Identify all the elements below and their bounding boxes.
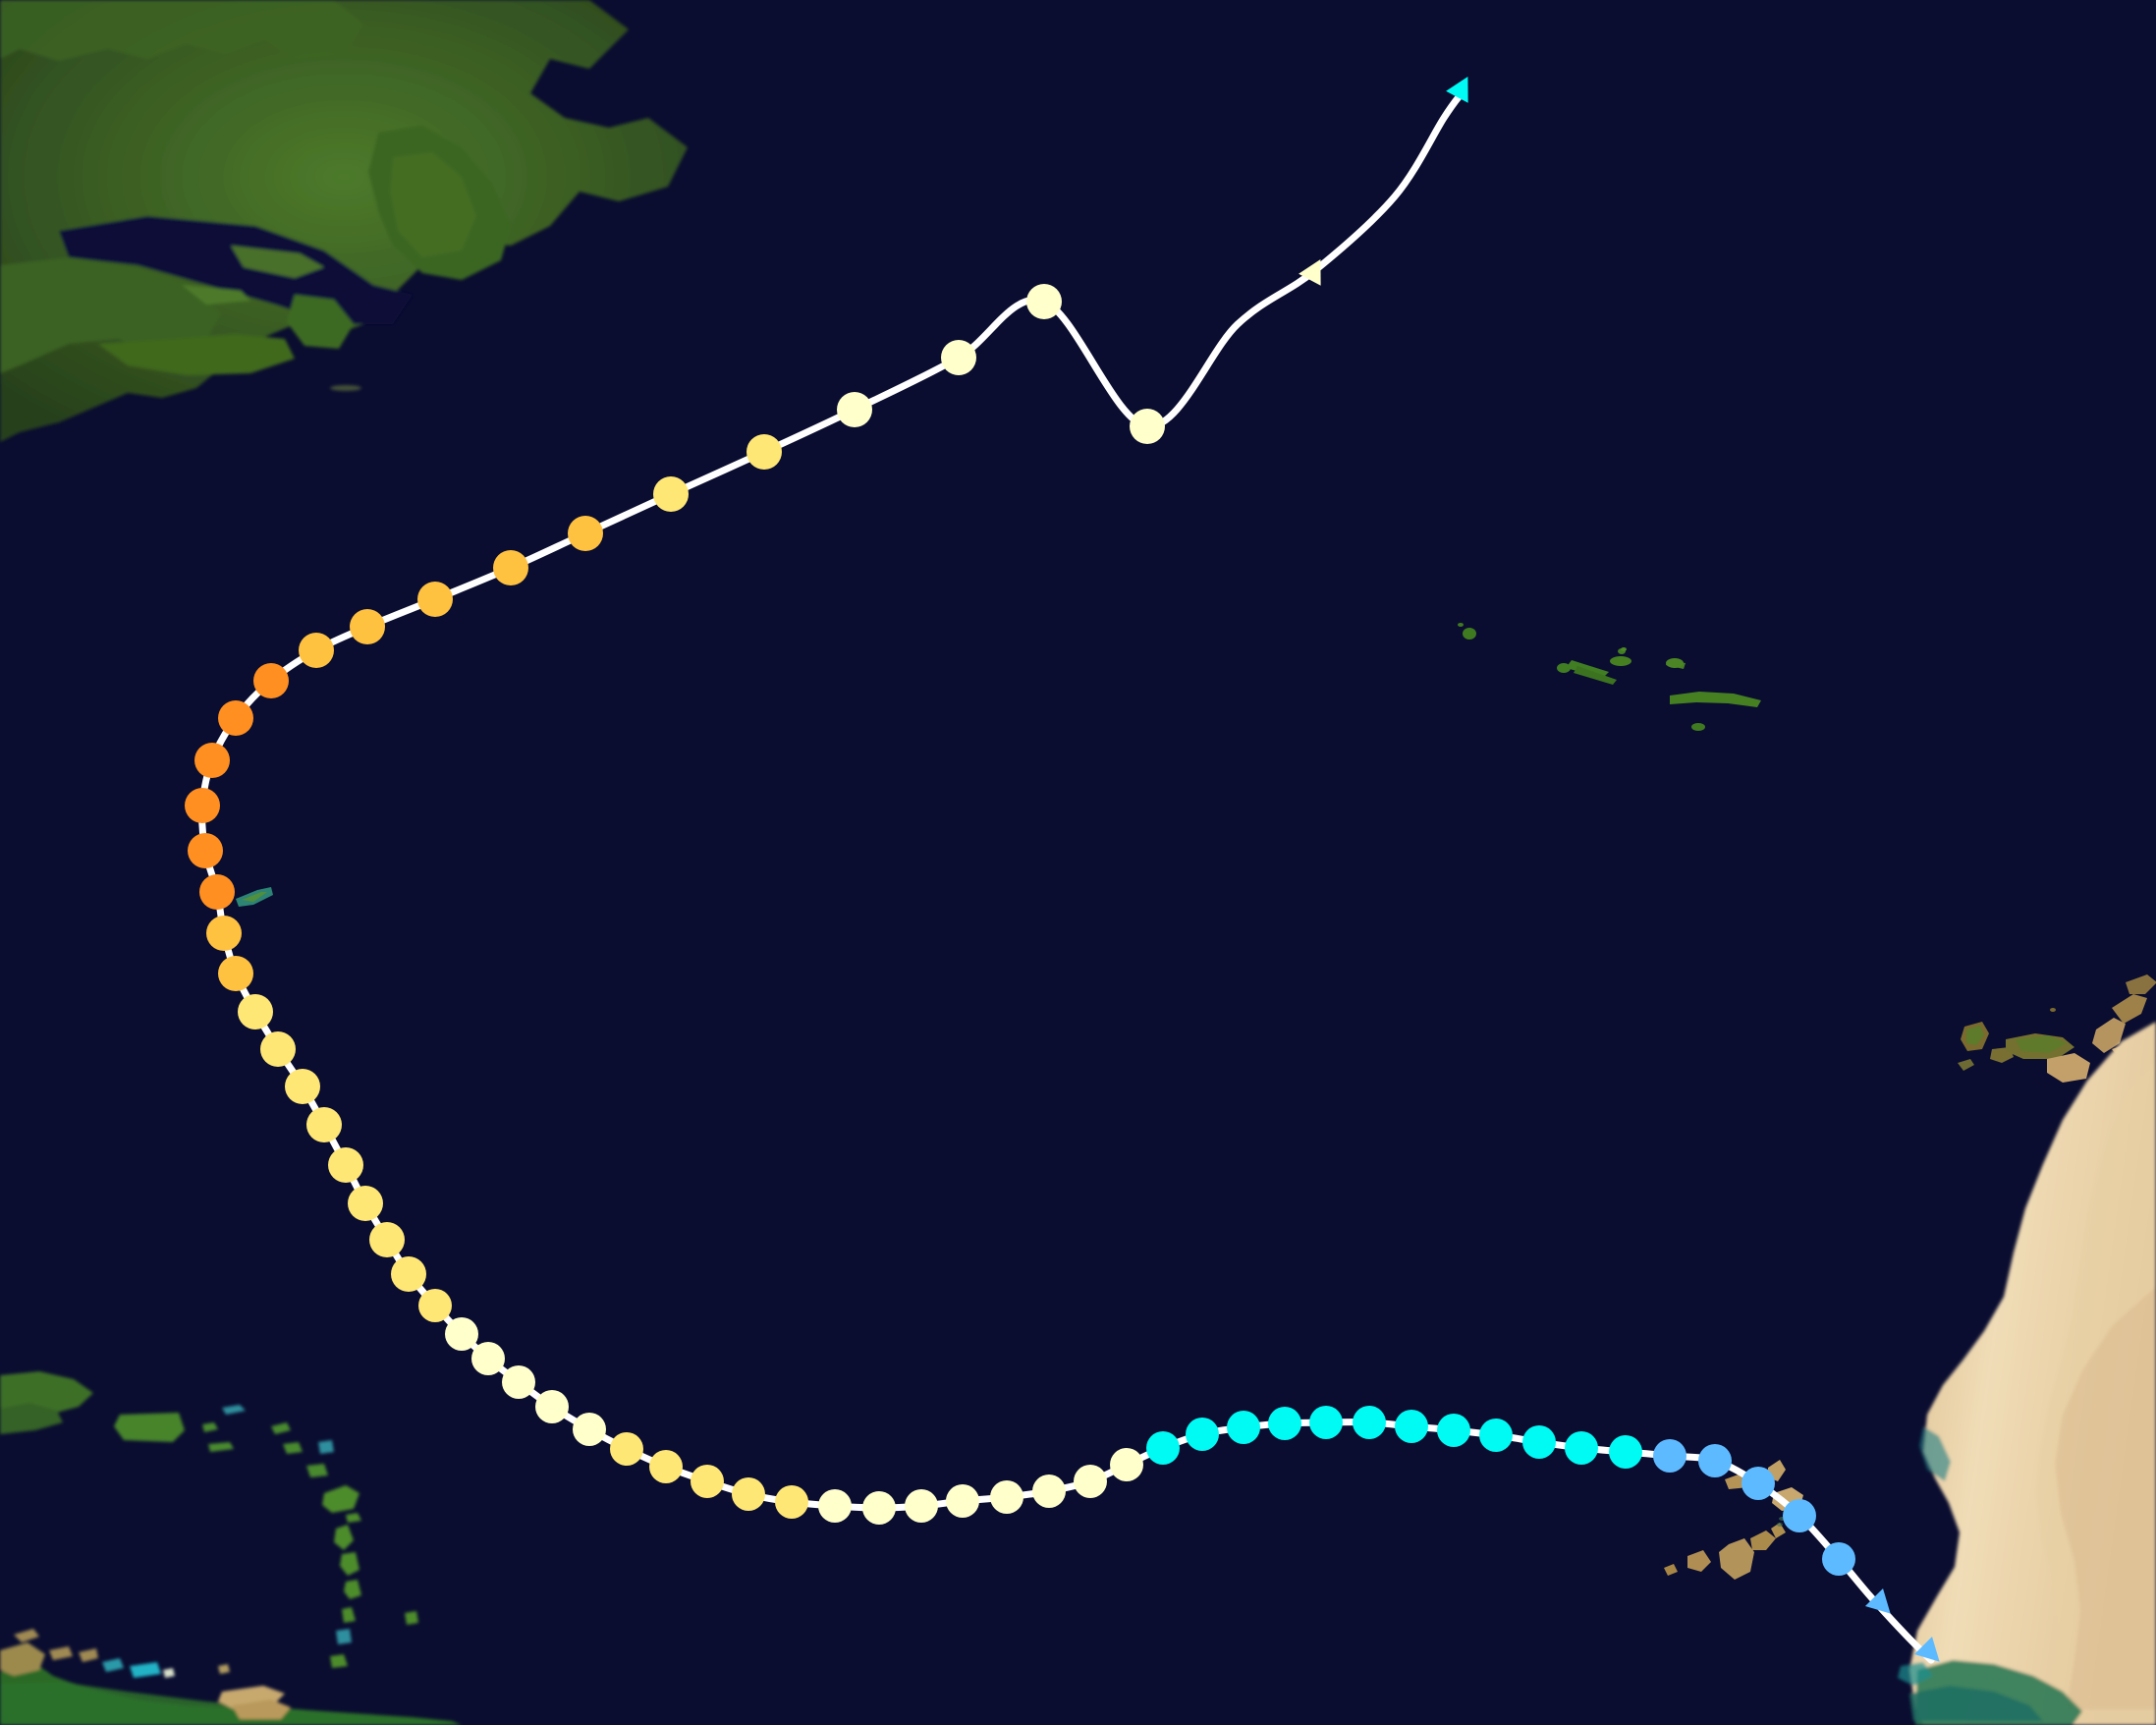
track-point-marker-circle[interactable] — [493, 550, 528, 585]
north-america-landmass — [0, 0, 688, 442]
track-point-marker-circle[interactable] — [1609, 1435, 1642, 1469]
track-point-marker-circle[interactable] — [218, 956, 253, 991]
track-point-marker-circle[interactable] — [1146, 1431, 1180, 1465]
west-africa-landmass — [1898, 1022, 2156, 1725]
track-point-marker-circle[interactable] — [417, 582, 453, 617]
track-point-marker-circle[interactable] — [818, 1489, 852, 1523]
track-point-marker-circle[interactable] — [568, 516, 603, 551]
track-point-marker-circle[interactable] — [1227, 1411, 1260, 1444]
azores-archipelago — [1458, 623, 1761, 731]
track-point-marker-circle[interactable] — [1741, 1467, 1775, 1500]
track-point-marker-circle[interactable] — [238, 994, 273, 1029]
track-point-marker-circle[interactable] — [1032, 1475, 1066, 1508]
track-point-marker-triangle[interactable] — [1299, 253, 1332, 286]
track-point-marker-circle[interactable] — [653, 476, 689, 512]
track-point-marker-circle[interactable] — [253, 663, 289, 698]
track-point-marker-circle[interactable] — [1698, 1444, 1732, 1477]
track-point-marker-circle[interactable] — [732, 1477, 765, 1511]
track-point-marker-circle[interactable] — [535, 1390, 569, 1423]
track-point-marker-triangle[interactable] — [1864, 1587, 1900, 1623]
track-point-marker-circle[interactable] — [1783, 1499, 1816, 1532]
canary-islands — [1958, 974, 2156, 1083]
track-point-marker-circle[interactable] — [369, 1222, 405, 1257]
track-point-marker-circle[interactable] — [1395, 1410, 1428, 1443]
track-point-marker-circle[interactable] — [502, 1365, 535, 1399]
track-point-marker-circle[interactable] — [691, 1465, 724, 1498]
track-point-marker-circle[interactable] — [1186, 1418, 1219, 1451]
track-point-marker-circle[interactable] — [610, 1432, 643, 1466]
track-point-marker-circle[interactable] — [775, 1485, 808, 1519]
track-point-marker-circle[interactable] — [350, 609, 385, 644]
track-point-marker-circle[interactable] — [194, 743, 230, 778]
track-point-marker-circle[interactable] — [218, 700, 253, 736]
track-point-marker-circle[interactable] — [946, 1484, 979, 1518]
track-point-marker-circle[interactable] — [188, 833, 223, 868]
track-point-marker-circle[interactable] — [306, 1107, 342, 1142]
track-point-marker-circle[interactable] — [348, 1186, 383, 1221]
track-point-marker-circle[interactable] — [1130, 409, 1165, 444]
track-point-marker-circle[interactable] — [990, 1480, 1023, 1514]
track-path — [198, 89, 1935, 1664]
track-point-marker-circle[interactable] — [328, 1147, 363, 1183]
track-point-marker-circle[interactable] — [1268, 1407, 1301, 1440]
track-point-marker-circle[interactable] — [1026, 284, 1062, 319]
track-point-marker-circle[interactable] — [1074, 1465, 1107, 1498]
track-point-marker-circle[interactable] — [573, 1413, 606, 1446]
track-point-marker-circle[interactable] — [1822, 1542, 1855, 1576]
track-point-marker-circle[interactable] — [941, 340, 976, 375]
track-point-marker-circle[interactable] — [649, 1450, 683, 1483]
track-point-marker-circle[interactable] — [1522, 1425, 1556, 1459]
caribbean-islands — [0, 1371, 462, 1725]
track-point-marker-circle[interactable] — [1353, 1406, 1386, 1439]
track-point-marker-circle[interactable] — [299, 633, 334, 668]
track-point-marker-circle[interactable] — [1309, 1406, 1343, 1439]
track-point-marker-circle[interactable] — [185, 788, 220, 823]
track-line — [198, 89, 1935, 1664]
track-point-marker-circle[interactable] — [1565, 1431, 1598, 1465]
track-point-marker-circle[interactable] — [1653, 1439, 1686, 1473]
track-point-marker-circle[interactable] — [260, 1031, 296, 1067]
track-points[interactable] — [185, 71, 1949, 1671]
track-point-marker-triangle[interactable] — [1913, 1636, 1949, 1671]
track-point-marker-triangle[interactable] — [1446, 71, 1479, 103]
track-point-marker-circle[interactable] — [905, 1489, 938, 1523]
track-point-marker-circle[interactable] — [206, 916, 242, 951]
track-point-marker-circle[interactable] — [1437, 1414, 1470, 1447]
track-point-marker-circle[interactable] — [391, 1256, 426, 1292]
track-point-marker-circle[interactable] — [418, 1289, 452, 1322]
track-point-marker-circle[interactable] — [1479, 1419, 1513, 1452]
track-point-marker-circle[interactable] — [1110, 1448, 1143, 1481]
track-point-marker-circle[interactable] — [285, 1069, 320, 1104]
cape-verde-islands — [1664, 1460, 1803, 1580]
track-point-marker-circle[interactable] — [837, 392, 872, 427]
bermuda-island — [236, 887, 273, 907]
track-point-marker-circle[interactable] — [862, 1491, 896, 1525]
track-point-marker-circle[interactable] — [445, 1317, 478, 1351]
track-point-marker-circle[interactable] — [746, 434, 782, 470]
track-point-marker-circle[interactable] — [471, 1342, 505, 1375]
track-point-marker-circle[interactable] — [199, 874, 235, 910]
